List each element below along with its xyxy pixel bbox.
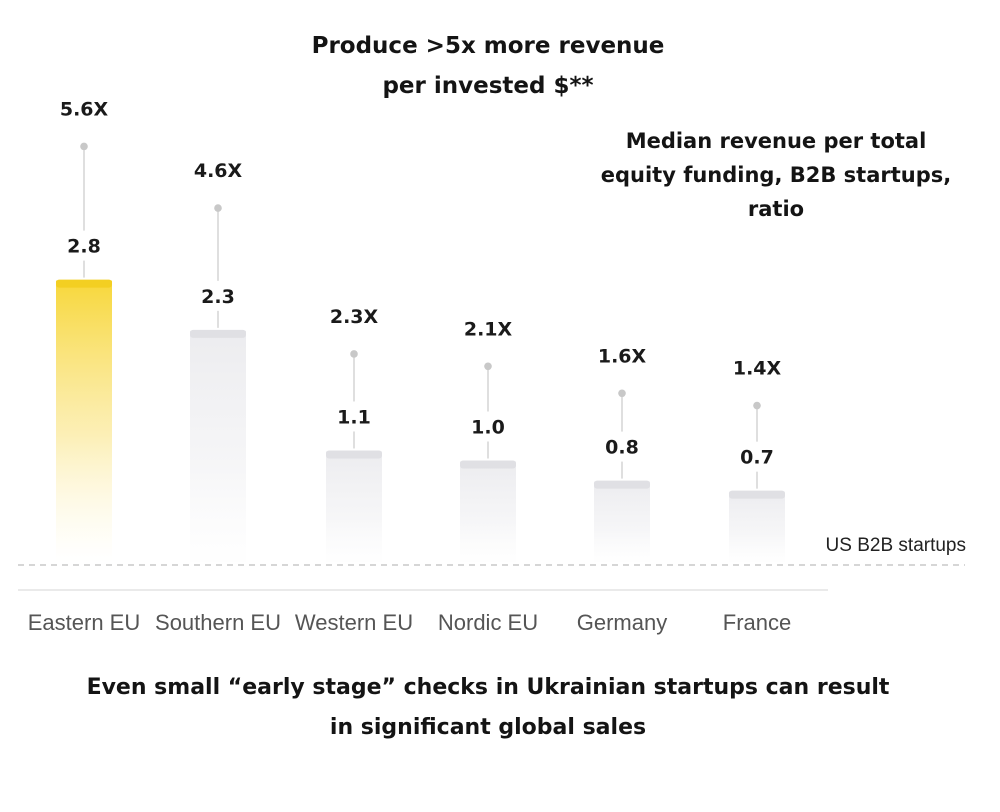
multiplier-label: 2.1X [464,318,513,340]
category-label: Western EU [295,610,413,635]
category-label: France [723,610,791,635]
bar [326,451,382,562]
chart-subtitle-line-1: Median revenue per total [626,129,927,153]
multiplier-label: 5.6X [60,98,109,120]
category-label: Eastern EU [28,610,141,635]
bar-value-label: 0.7 [740,447,774,469]
bars-group: 2.8 5.6X Eastern EU 2.3 4.6X Southern EU 1.1 2.… [28,98,791,635]
benchmark-label: US B2B startups [826,535,966,556]
bar-value-label: 0.8 [605,437,639,459]
multiplier-label: 1.6X [598,345,647,367]
chart-subtitle-line-3: ratio [748,197,804,221]
category-label: Germany [577,610,667,635]
multiplier-label: 1.4X [733,358,782,380]
multiplier-dot [484,362,492,371]
bar-cap [56,279,112,288]
multiplier-dot [350,350,358,358]
bar-cap [594,480,650,489]
bar [56,280,112,562]
bar-value-label: 1.0 [471,417,505,439]
chart-subtitle-line-2: equity funding, B2B startups, [601,163,952,187]
bar [460,461,516,562]
bar [190,330,246,562]
footer-line-2: in significant global sales [330,715,646,740]
bar-cap [326,450,382,459]
bar [594,481,650,562]
chart-title-line-2: per invested $** [382,73,593,99]
multiplier-label: 2.3X [330,306,379,328]
category-label: Nordic EU [438,610,538,635]
bar-cap [190,329,246,338]
bar [729,491,785,562]
multiplier-dot [618,389,626,398]
multiplier-dot [753,401,761,410]
bar-value-label: 2.3 [201,286,235,308]
bar-cap [460,460,516,469]
multiplier-label: 4.6X [194,160,243,182]
footer-line-1: Even small “early stage” checks in Ukrai… [87,675,890,700]
bar-value-label: 1.1 [337,406,371,428]
chart-title-line-1: Produce >5x more revenue [312,33,665,59]
bar-cap [729,490,785,499]
bar-value-label: 2.8 [67,236,101,258]
category-label: Southern EU [155,610,281,635]
multiplier-dot [80,142,88,151]
multiplier-dot [214,204,222,212]
